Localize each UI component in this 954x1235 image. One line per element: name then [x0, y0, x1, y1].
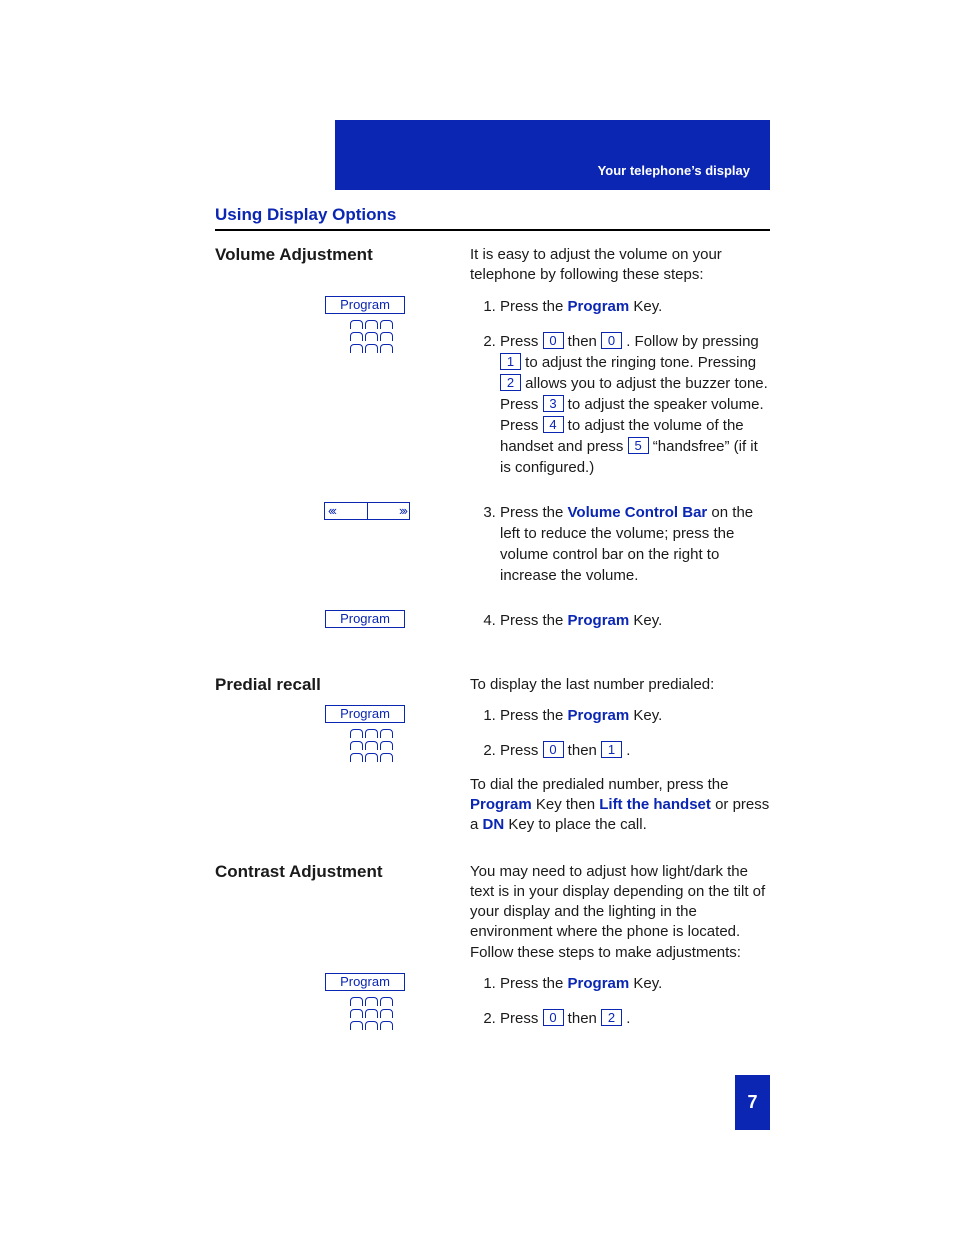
- volume-steps-1-2: Press the Program Key. Press 0 then 0 . …: [470, 296, 770, 478]
- program-button-icon: Program: [325, 296, 405, 314]
- keycap-0: 0: [543, 1009, 564, 1026]
- volume-steps-4: Press the Program Key.: [470, 610, 770, 631]
- predial-intro: To display the last number predialed:: [470, 675, 770, 695]
- section-title: Using Display Options: [215, 205, 770, 231]
- keycap-0: 0: [601, 332, 622, 349]
- volume-step-3: Press the Volume Control Bar on the left…: [500, 502, 770, 586]
- content-area: Using Display Options Volume Adjustment …: [215, 205, 770, 1053]
- program-keyword: Program: [568, 975, 630, 992]
- volume-steps-3: Press the Volume Control Bar on the left…: [470, 502, 770, 586]
- contrast-step-2: Press 0 then 2 .: [500, 1008, 770, 1029]
- program-button-icon: Program: [325, 610, 405, 628]
- contrast-steps: Press the Program Key. Press 0 then 2 .: [470, 973, 770, 1029]
- volume-heading-row: Volume Adjustment It is easy to adjust t…: [215, 245, 770, 286]
- volume-step-2: Press 0 then 0 . Follow by pressing 1 to…: [500, 331, 770, 478]
- keycap-2: 2: [500, 374, 521, 391]
- program-keypad-widget: Program: [250, 296, 405, 354]
- page-number: 7: [735, 1075, 770, 1130]
- program-keyword: Program: [568, 612, 630, 629]
- keypad-icon: [350, 320, 393, 354]
- volume-heading: Volume Adjustment: [215, 245, 460, 265]
- header-bar: Your telephone’s display: [335, 120, 770, 190]
- volume-down-icon: ‹‹‹: [325, 503, 368, 519]
- lift-handset-keyword: Lift the handset: [599, 796, 711, 813]
- keycap-4: 4: [543, 416, 564, 433]
- keycap-1: 1: [500, 353, 521, 370]
- volume-step4-row: Program Press the Program Key.: [215, 610, 770, 645]
- breadcrumb: Your telephone’s display: [598, 163, 750, 178]
- contrast-intro: You may need to adjust how light/dark th…: [470, 862, 770, 963]
- contrast-heading: Contrast Adjustment: [215, 862, 460, 882]
- program-button-icon: Program: [325, 705, 405, 723]
- keycap-2: 2: [601, 1009, 622, 1026]
- program-keyword: Program: [470, 796, 532, 813]
- predial-steps: Press the Program Key. Press 0 then 1 .: [470, 705, 770, 761]
- program-keypad-widget: Program: [250, 705, 405, 763]
- volume-step12-row: Program Press the Program Key. Press 0 t…: [215, 296, 770, 492]
- volume-intro: It is easy to adjust the volume on your …: [470, 245, 770, 286]
- program-button-icon: Program: [325, 973, 405, 991]
- volume-step3-row: ‹‹‹ ››› Press the Volume Control Bar on …: [215, 502, 770, 600]
- page-number-value: 7: [747, 1092, 757, 1113]
- keypad-icon: [350, 997, 393, 1031]
- keycap-0: 0: [543, 741, 564, 758]
- program-keypad-widget: Program: [250, 973, 405, 1031]
- volume-step-4: Press the Program Key.: [500, 610, 770, 631]
- program-keyword: Program: [568, 298, 630, 315]
- keycap-5: 5: [628, 437, 649, 454]
- keycap-1: 1: [601, 741, 622, 758]
- page: Your telephone’s display Using Display O…: [0, 0, 954, 1235]
- volume-bar-widget: ‹‹‹ ›››: [255, 502, 410, 520]
- dn-keyword: DN: [483, 816, 505, 833]
- predial-tail: To dial the predialed number, press the …: [470, 775, 770, 836]
- keypad-icon: [350, 729, 393, 763]
- contrast-steps-row: Program Press the Program Key. Press 0 t…: [215, 973, 770, 1043]
- program-keyword: Program: [568, 707, 630, 724]
- program-widget: Program: [250, 610, 405, 628]
- volume-control-bar-icon: ‹‹‹ ›››: [324, 502, 410, 520]
- volume-step-1: Press the Program Key.: [500, 296, 770, 317]
- predial-step-2: Press 0 then 1 .: [500, 740, 770, 761]
- contrast-step-1: Press the Program Key.: [500, 973, 770, 994]
- predial-heading-row: Predial recall To display the last numbe…: [215, 675, 770, 695]
- predial-steps-row: Program Press the Program Key. Press 0 t…: [215, 705, 770, 836]
- keycap-3: 3: [543, 395, 564, 412]
- predial-heading: Predial recall: [215, 675, 460, 695]
- contrast-heading-row: Contrast Adjustment You may need to adju…: [215, 862, 770, 963]
- volume-control-bar-keyword: Volume Control Bar: [568, 504, 708, 521]
- volume-up-icon: ›››: [368, 503, 410, 519]
- keycap-0: 0: [543, 332, 564, 349]
- predial-step-1: Press the Program Key.: [500, 705, 770, 726]
